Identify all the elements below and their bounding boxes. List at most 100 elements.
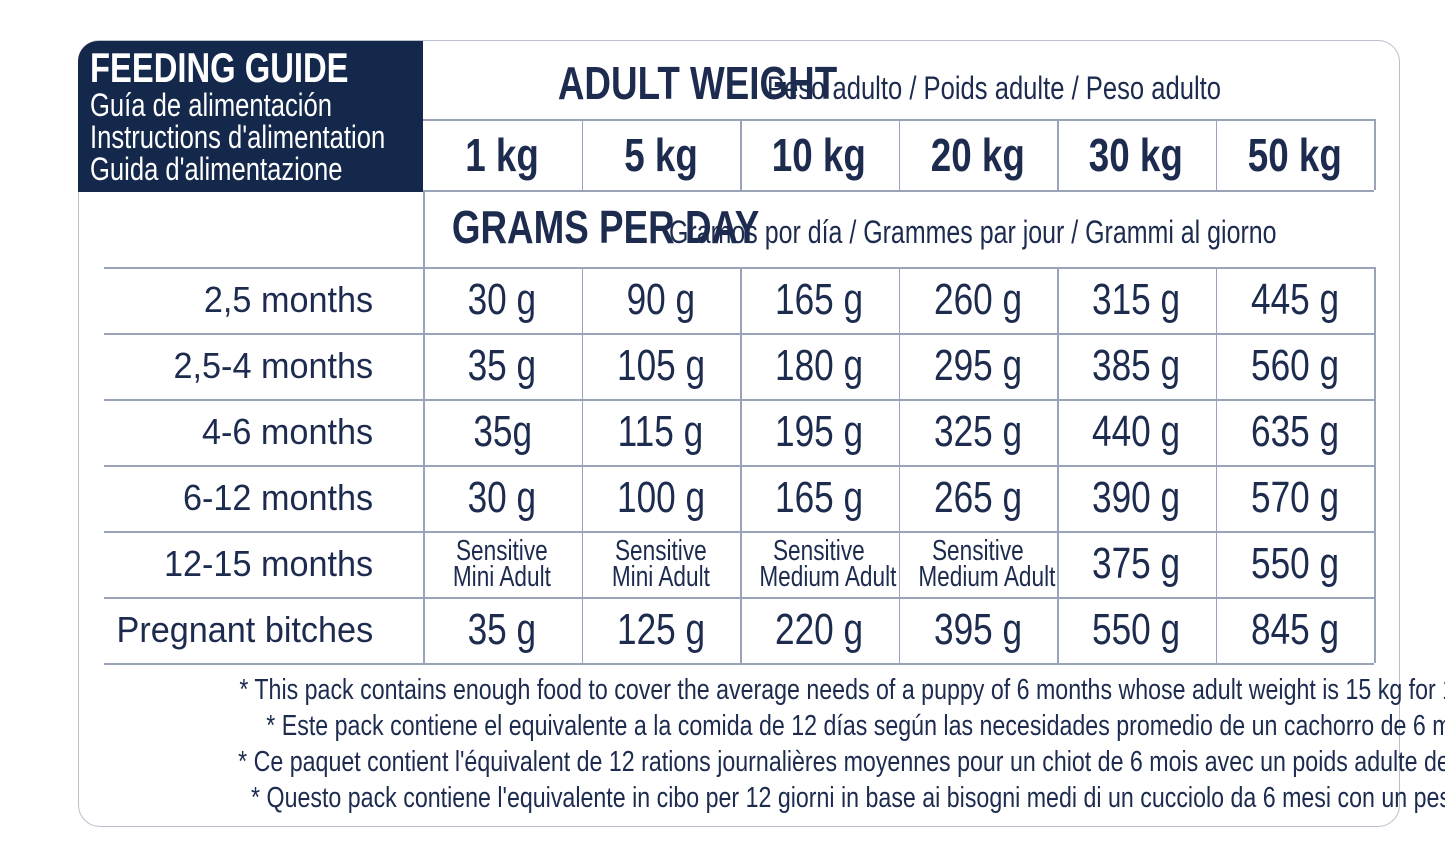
rule [1374,267,1376,663]
rule [740,267,742,663]
cell-value-text: 35 g [467,605,537,654]
rule [104,267,1374,269]
cell-value-text: 35g [472,407,532,456]
footnote-text: * Este pack contiene el equivalente a la… [266,710,1445,742]
row-label-text: 2,5 months [203,279,373,320]
header-line: Guida d'alimentazione [90,152,406,186]
cell-note-text: Mini Adult [611,561,710,593]
rule [104,597,1374,599]
cell-value: 90 g [582,267,741,333]
cell-note-text: Sensitive [456,535,549,567]
rule [898,119,900,190]
rule [104,465,1374,467]
cell-value: 375 g [1057,531,1216,597]
weight-header: 30 kg [1057,125,1216,185]
rule [423,190,425,663]
rule [1215,267,1217,663]
cell-value-text: 195 g [775,407,864,456]
cell-value: 315 g [1057,267,1216,333]
row-label: 6-12 months [90,465,373,531]
rule [1374,119,1376,190]
cell-note-text: Sensitive [614,535,707,567]
weight-header-text: 30 kg [1089,129,1184,181]
cell-value: 570 g [1216,465,1375,531]
cell-value: 115 g [582,399,741,465]
cell-value-text: 35 g [467,341,537,390]
rule [581,119,583,190]
cell-note: Sensitive [582,535,741,567]
footnote-text: * This pack contains enough food to cove… [239,674,1445,706]
heading-text: Peso adulto / Poids adulte / Peso adulto [767,70,1222,106]
cell-value-text: 90 g [626,275,695,324]
cell-value-text: 180 g [775,341,864,390]
cell-value: 445 g [1216,267,1375,333]
header-line: Instructions d'alimentation [90,120,459,154]
header-title-text: FEEDING GUIDE [90,44,349,91]
cell-value: 35g [423,399,582,465]
heading-text: Gramos por día / Grammes par jour / Gram… [669,214,1277,250]
footnote: * Ce paquet contient l'équivalent de 12 … [78,744,1445,780]
cell-value: 260 g [899,267,1058,333]
cell-value-text: 115 g [618,407,704,456]
footnote: * Este pack contiene el equivalente a la… [78,708,1445,744]
weight-header-text: 5 kg [623,129,698,181]
cell-value-text: 295 g [933,341,1022,390]
cell-value-text: 445 g [1250,275,1339,324]
row-label-text: Pregnant bitches [116,609,373,650]
cell-value: 35 g [423,597,582,663]
weight-header-text: 10 kg [772,129,867,181]
weight-header: 1 kg [423,125,582,185]
rule [104,663,1374,665]
row-label: 2,5 months [90,267,373,333]
cell-value: 295 g [899,333,1058,399]
cell-value-text: 100 g [616,473,705,522]
rule [581,267,583,663]
cell-value: 165 g [740,267,899,333]
rule [104,399,1374,401]
cell-value-text: 165 g [775,275,864,324]
row-label: 2,5-4 months [90,333,373,399]
cell-value-text: 220 g [775,605,864,654]
cell-value: 195 g [740,399,899,465]
rule [104,531,1374,533]
cell-value-text: 570 g [1250,473,1339,522]
cell-value-text: 265 g [933,473,1022,522]
cell-value: 180 g [740,333,899,399]
cell-value: 550 g [1216,531,1375,597]
outer-frame [78,40,1400,827]
header-line-text: Guía de alimentación [90,87,332,123]
rule [423,190,1374,192]
cell-note: Mini Adult [423,561,582,593]
cell-value-text: 845 g [1250,605,1339,654]
row-label: 12-15 months [90,531,373,597]
cell-value: 560 g [1216,333,1375,399]
cell-value-text: 125 g [616,605,705,654]
header-line-text: Guida d'alimentazione [90,151,343,187]
row-label-text: 4-6 months [201,411,373,452]
cell-value-text: 385 g [1092,341,1181,390]
row-label: Pregnant bitches [90,597,373,663]
cell-note: Sensitive [740,535,899,567]
cell-value: 220 g [740,597,899,663]
cell-value-text: 30 g [467,473,537,522]
rule [1215,119,1217,190]
cell-value-text: 560 g [1250,341,1339,390]
weight-header: 50 kg [1216,125,1375,185]
cell-value-text: 325 g [933,407,1022,456]
cell-value-text: 30 g [467,275,537,324]
cell-note-text: Medium Adult [917,561,1055,593]
row-label-text: 2,5-4 months [173,345,373,386]
cell-value: 265 g [899,465,1058,531]
header-line: Guía de alimentación [90,88,392,122]
adult-weight-heading: ADULT WEIGHT Peso adulto / Poids adulte /… [423,56,1400,112]
rule [740,119,742,190]
cell-value: 385 g [1057,333,1216,399]
cell-note-text: Medium Adult [759,561,897,593]
cell-note-text: Mini Adult [453,561,552,593]
cell-value: 325 g [899,399,1058,465]
cell-note-text: Sensitive [773,535,866,567]
cell-value-text: 395 g [933,605,1022,654]
cell-note-text: Sensitive [931,535,1024,567]
cell-note: Mini Adult [582,561,741,593]
grams-per-day-heading: GRAMS PER DAY Gramos por día / Grammes pa… [423,200,1400,256]
